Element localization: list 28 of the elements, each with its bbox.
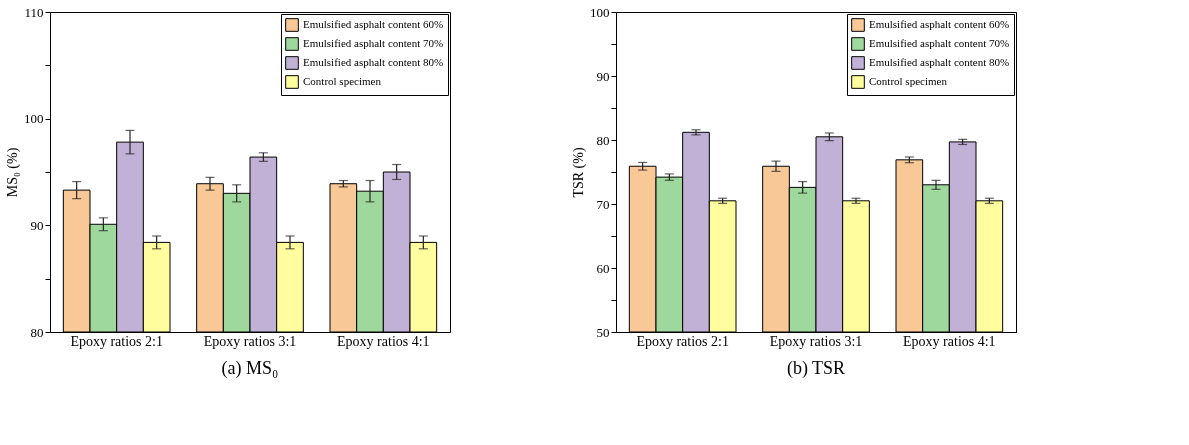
y-tick-label: 90	[596, 68, 610, 84]
legend-label: Emulsified asphalt content 80%	[869, 56, 1010, 68]
x-tick-label: Epoxy ratios 3:1	[203, 333, 297, 349]
x-tick-label: Epoxy ratios 4:1	[903, 333, 996, 349]
y-axis-title: TSR (%)	[571, 147, 587, 198]
text: (b) TSR	[786, 358, 846, 379]
y-axis-title: MS₀ (%)	[5, 147, 21, 198]
text: (a) MS₀	[221, 358, 279, 379]
legend-label: Emulsified asphalt content 60%	[869, 18, 1010, 30]
y-tick-label: 80	[596, 132, 610, 148]
y-tick-label: 50	[596, 324, 610, 340]
y-tick-label: 60	[596, 260, 610, 276]
legend-label: Emulsified asphalt content 70%	[303, 37, 444, 49]
legend-label: Emulsified asphalt content 60%	[303, 18, 444, 30]
y-tick-label: 110	[24, 4, 44, 20]
y-tick-label: 100	[24, 111, 44, 127]
x-tick-label: Epoxy ratios 2:1	[70, 333, 163, 349]
y-tick-label: 80	[30, 324, 44, 340]
legend-label: Emulsified asphalt content 70%	[869, 37, 1010, 49]
legend-label: Control specimen	[869, 75, 948, 87]
y-tick-label: 90	[30, 217, 44, 233]
y-tick-label: 100	[590, 4, 610, 20]
y-tick-label: 70	[596, 196, 610, 212]
legend-label: Control specimen	[303, 75, 382, 87]
x-tick-label: Epoxy ratios 2:1	[636, 333, 729, 349]
x-tick-label: Epoxy ratios 4:1	[337, 333, 430, 349]
legend-label: Emulsified asphalt content 80%	[303, 56, 444, 68]
x-tick-label: Epoxy ratios 3:1	[769, 333, 863, 349]
